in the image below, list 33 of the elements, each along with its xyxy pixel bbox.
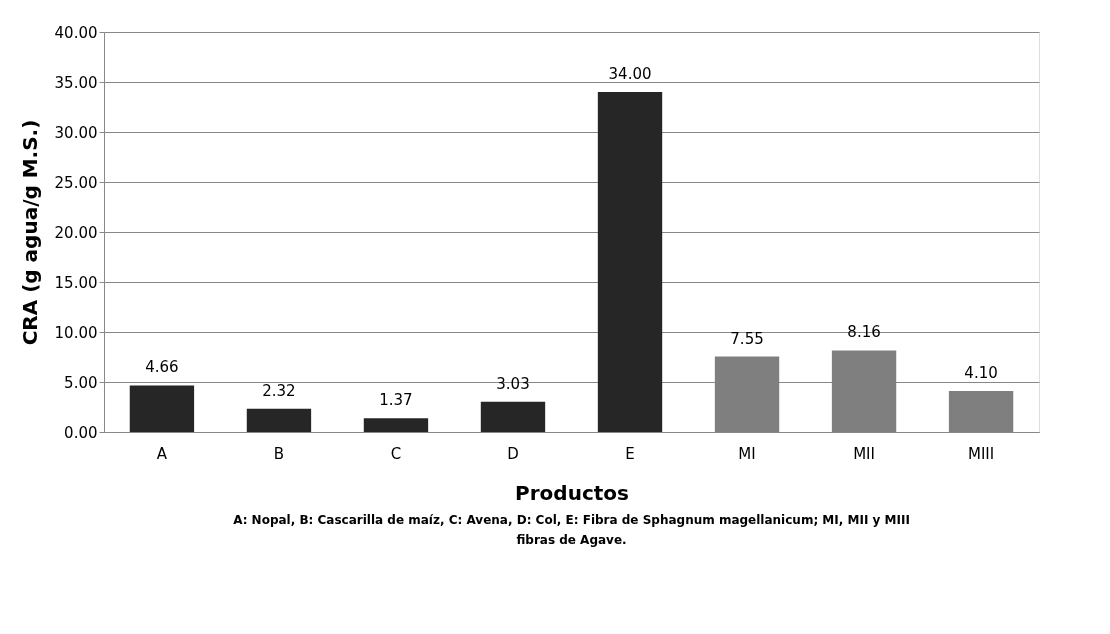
x-tick-label: B [273, 444, 285, 463]
bar [597, 92, 663, 432]
bar [129, 385, 195, 432]
x-tick-label: E [625, 444, 635, 463]
bar [363, 418, 429, 432]
y-axis-title: CRA (g agua/g M.S.) [17, 119, 42, 346]
x-tick-label: A [156, 444, 168, 463]
data-label: 2.32 [262, 381, 296, 400]
bar [480, 401, 546, 432]
bar [246, 408, 312, 432]
x-tick-label: C [390, 444, 402, 463]
x-tick-label: MI [738, 444, 756, 463]
y-tick-label: 20.00 [54, 223, 98, 242]
x-tick-label: D [507, 444, 519, 463]
data-label: 7.55 [730, 329, 764, 348]
y-tick-label: 0.00 [64, 423, 98, 442]
x-tick-label: MIII [967, 444, 995, 463]
data-label: 3.03 [496, 374, 530, 393]
data-label: 8.16 [847, 323, 881, 342]
x-tick-label: MII [853, 444, 875, 463]
y-tick-label: 15.00 [54, 273, 98, 292]
y-tick-label: 30.00 [54, 123, 98, 142]
data-label: 4.10 [964, 364, 998, 382]
x-axis-title: Productos [515, 480, 629, 505]
y-tick-label: 40.00 [54, 23, 98, 42]
y-tick-label: 10.00 [54, 323, 98, 342]
y-tick-label: 5.00 [64, 373, 98, 392]
data-label: 34.00 [608, 65, 652, 83]
data-label: 1.37 [379, 391, 413, 410]
data-label: 4.66 [145, 358, 179, 377]
text: A: Nopal, B: Cascarilla de maíz, C: Avena, D: Col, E: Fibra de Sphagnum magellanicum; MI, MII y MIII fibras de Agave. [233, 513, 910, 547]
y-tick-label: 35.00 [54, 73, 98, 92]
y-tick-label: 25.00 [54, 173, 98, 192]
